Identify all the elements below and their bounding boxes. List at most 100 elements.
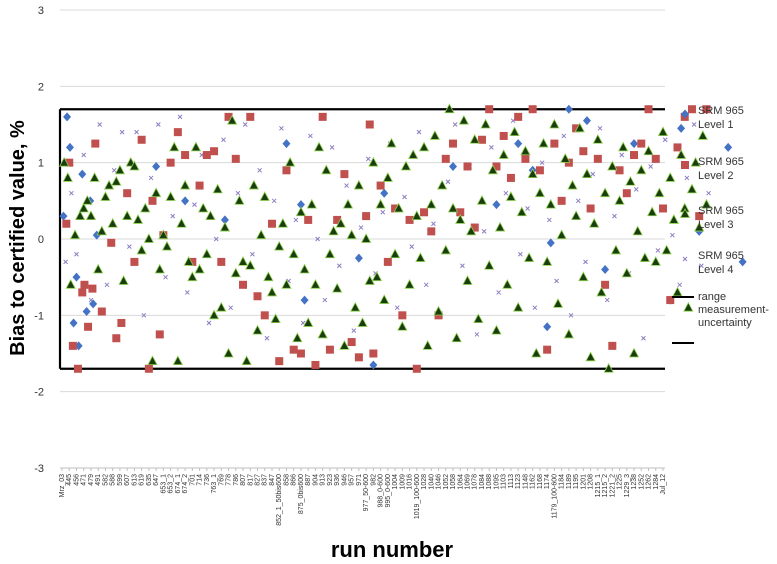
x-tick-label: 923: [327, 474, 334, 486]
data-point: [184, 290, 190, 295]
data-point: [412, 364, 421, 373]
data-point: [275, 357, 284, 366]
data-point: [181, 196, 190, 206]
data-point: [481, 229, 487, 234]
data-point: [567, 179, 578, 190]
legend-range-label: range: [698, 291, 726, 303]
data-point: [165, 191, 176, 201]
data-point: [152, 161, 161, 171]
x-tick-label: 763_1: [211, 474, 218, 494]
data-point: [505, 191, 517, 201]
data-point: [473, 313, 484, 324]
x-tick-label: 599: [117, 474, 124, 486]
data-point: [546, 217, 552, 223]
data-point: [525, 206, 530, 211]
data-point: [220, 215, 229, 225]
data-point: [176, 217, 187, 228]
data-point: [306, 198, 317, 209]
x-tick-label: 1148: [522, 474, 529, 489]
data-point: [202, 151, 211, 160]
data-point: [465, 225, 477, 236]
legend-entry-label: Level 4: [698, 264, 733, 276]
data-point: [665, 172, 676, 182]
data-point: [260, 311, 269, 320]
data-point: [695, 212, 704, 221]
data-point: [393, 202, 404, 213]
x-tick-label: 607: [124, 474, 131, 486]
data-point: [621, 267, 632, 278]
data-point: [369, 349, 378, 358]
data-point: [126, 244, 132, 249]
data-point: [100, 191, 111, 201]
data-point: [213, 236, 219, 242]
data-point: [487, 164, 499, 175]
data-point: [402, 194, 407, 200]
data-point: [560, 152, 571, 163]
data-point: [328, 225, 339, 236]
data-point: [661, 244, 672, 255]
data-point: [85, 210, 97, 221]
data-point: [699, 263, 704, 269]
data-point: [517, 251, 523, 257]
data-point: [697, 130, 708, 140]
x-tick-label: 1174: [544, 474, 551, 489]
data-point: [354, 253, 363, 263]
data-point: [422, 340, 433, 350]
data-point: [523, 252, 535, 262]
data-point: [383, 257, 392, 266]
data-point: [452, 122, 458, 127]
data-point: [69, 229, 81, 240]
data-point: [141, 312, 147, 318]
x-tick-label: 988_0-600: [378, 474, 385, 508]
data-point: [360, 233, 372, 243]
data-point: [336, 263, 342, 269]
data-point: [217, 257, 226, 266]
data-point: [369, 360, 378, 370]
data-point: [575, 198, 581, 204]
data-point: [538, 137, 549, 148]
x-tick-label: 847: [269, 474, 276, 486]
data-point: [441, 154, 450, 163]
data-point: [62, 219, 71, 228]
data-point: [65, 142, 74, 152]
data-point: [300, 295, 309, 305]
data-point: [177, 114, 183, 120]
y-tick-label: -3: [34, 463, 44, 475]
data-point: [644, 105, 653, 114]
data-point: [659, 204, 667, 213]
data-point: [311, 360, 320, 369]
data-point: [59, 211, 68, 221]
data-point: [612, 213, 617, 219]
x-tick-label: 1103: [501, 474, 508, 489]
x-tick-label: 913: [320, 474, 327, 486]
x-axis-label: run number: [331, 537, 454, 562]
x-tick-label: 904: [312, 474, 319, 486]
data-point: [192, 202, 197, 208]
data-point: [445, 179, 451, 185]
x-tick-label: 1004: [392, 474, 399, 490]
data-point: [677, 123, 686, 133]
data-point: [456, 208, 465, 217]
data-point: [308, 133, 313, 139]
y-tick-label: -1: [34, 310, 44, 322]
data-point: [380, 188, 389, 198]
legend-range-label: uncertainty: [698, 317, 752, 329]
data-point: [170, 213, 176, 219]
data-point: [257, 167, 263, 173]
data-point: [550, 139, 559, 148]
data-point: [400, 160, 412, 171]
data-point: [155, 122, 161, 127]
data-point: [397, 320, 408, 331]
data-point: [654, 187, 665, 198]
data-point: [231, 154, 240, 163]
x-tick-label: 491: [95, 474, 102, 486]
x-tick-label: 1123: [515, 474, 522, 489]
data-point: [137, 135, 146, 144]
data-point: [581, 168, 593, 179]
x-tick-label: 982: [370, 474, 377, 486]
data-point: [114, 164, 126, 175]
x-tick-label: 582: [102, 474, 109, 486]
data-point: [738, 257, 747, 267]
data-point: [96, 225, 107, 236]
legend-entry-label: SRM 965: [698, 250, 744, 262]
